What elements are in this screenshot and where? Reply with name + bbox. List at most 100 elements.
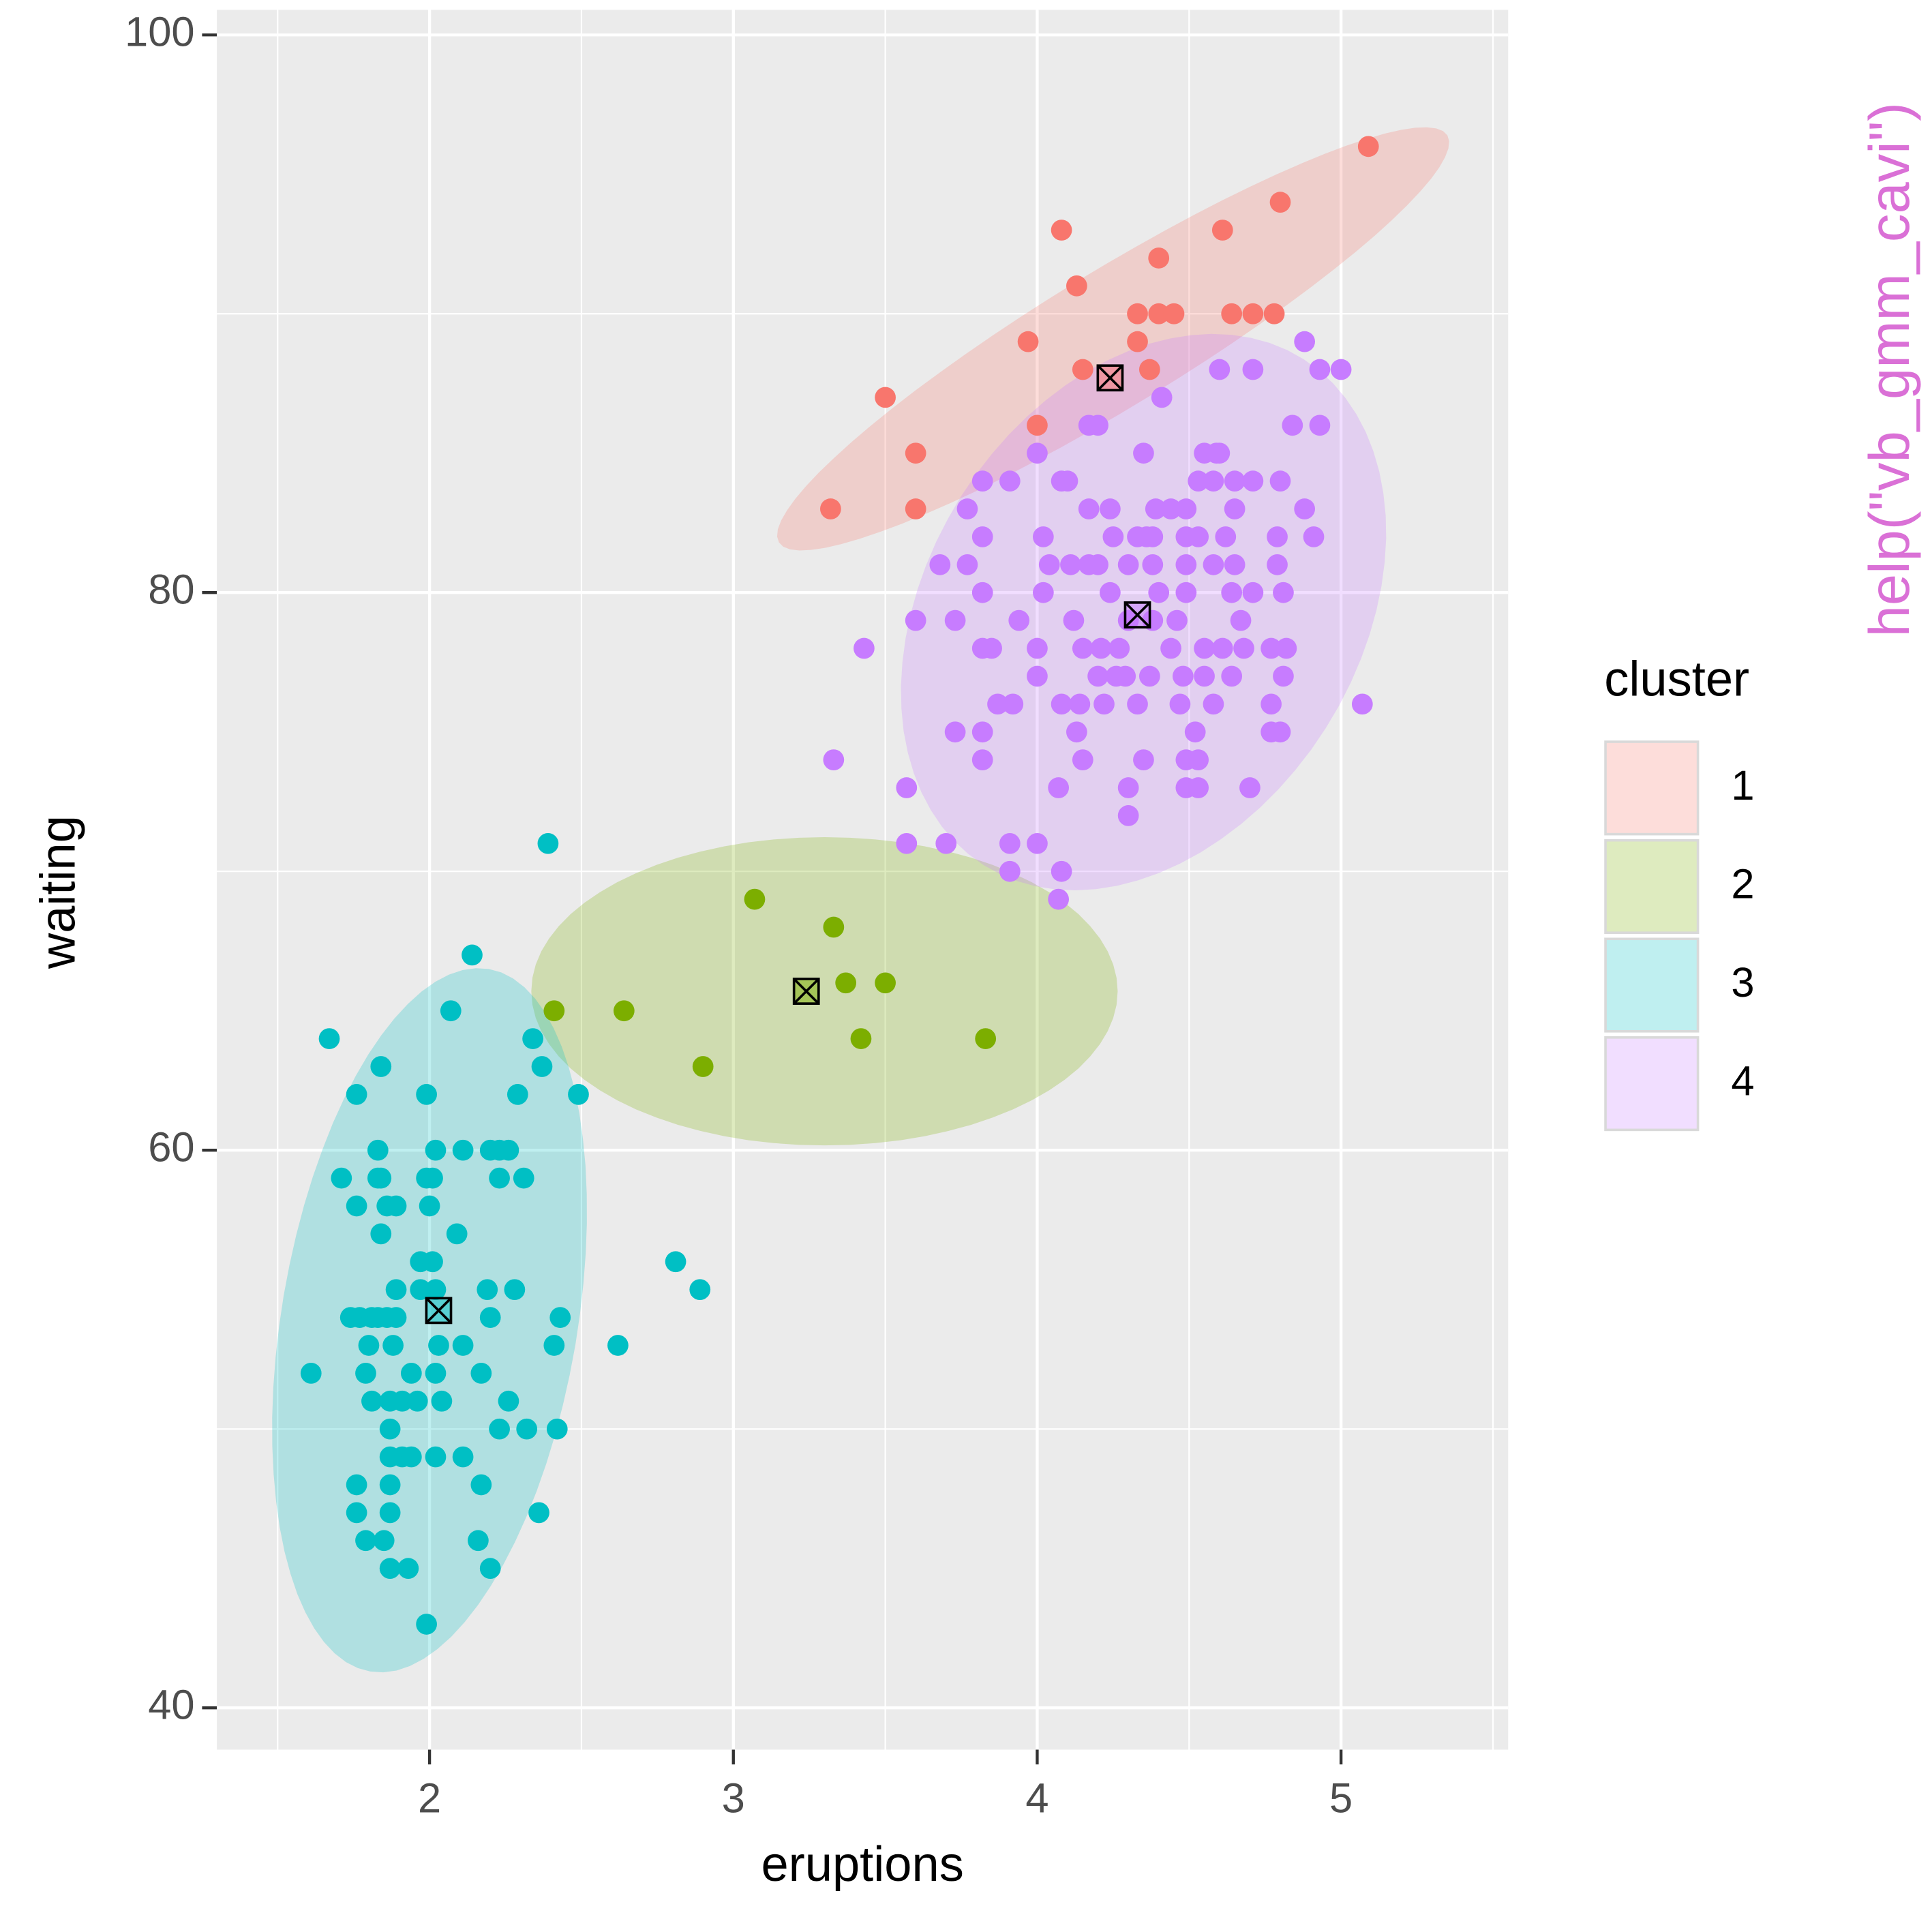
point bbox=[1060, 554, 1081, 575]
point bbox=[1148, 303, 1170, 324]
point bbox=[428, 1335, 449, 1356]
point bbox=[1230, 609, 1252, 631]
point bbox=[331, 1167, 352, 1189]
point bbox=[944, 721, 966, 743]
point bbox=[355, 1363, 376, 1384]
point bbox=[1148, 247, 1170, 269]
legend-title: cluster bbox=[1604, 652, 1749, 706]
x-axis-title: eruptions bbox=[761, 1837, 963, 1892]
point bbox=[1151, 387, 1173, 408]
point bbox=[346, 1474, 367, 1496]
point bbox=[425, 1279, 447, 1301]
point bbox=[516, 1418, 538, 1440]
point bbox=[1148, 582, 1170, 603]
legend-key bbox=[1604, 937, 1700, 1033]
point bbox=[489, 1167, 510, 1189]
x-tick-label: 4 bbox=[1025, 1775, 1048, 1822]
point bbox=[1221, 303, 1243, 324]
point bbox=[1224, 554, 1246, 575]
point bbox=[971, 582, 993, 603]
point bbox=[744, 888, 766, 910]
point bbox=[1175, 498, 1197, 519]
point bbox=[470, 1363, 492, 1384]
point bbox=[1294, 498, 1316, 519]
point bbox=[1242, 470, 1264, 492]
point bbox=[1027, 665, 1048, 687]
point bbox=[479, 1558, 501, 1580]
point bbox=[1017, 331, 1039, 352]
point bbox=[537, 832, 559, 854]
point bbox=[1127, 693, 1148, 715]
point bbox=[1027, 414, 1048, 436]
point bbox=[468, 1530, 489, 1552]
y-tick-label: 100 bbox=[125, 9, 195, 56]
centroid-cross bbox=[1124, 601, 1151, 629]
point bbox=[1239, 777, 1261, 798]
point bbox=[1166, 609, 1188, 631]
point bbox=[1142, 526, 1164, 547]
point bbox=[507, 1084, 528, 1105]
point bbox=[1188, 749, 1209, 770]
point bbox=[1032, 582, 1054, 603]
point bbox=[875, 387, 896, 408]
point bbox=[452, 1446, 474, 1468]
point bbox=[470, 1474, 492, 1496]
point bbox=[1194, 665, 1215, 687]
point bbox=[981, 637, 1002, 659]
point bbox=[1100, 582, 1121, 603]
point bbox=[1066, 275, 1087, 297]
point bbox=[1242, 303, 1264, 324]
legend-key bbox=[1604, 740, 1700, 836]
point bbox=[1063, 609, 1085, 631]
point bbox=[370, 1056, 392, 1077]
point bbox=[1163, 303, 1185, 324]
point bbox=[1087, 414, 1108, 436]
point bbox=[1303, 526, 1325, 547]
point bbox=[1072, 637, 1093, 659]
point bbox=[355, 1530, 376, 1552]
point bbox=[1261, 637, 1282, 659]
point bbox=[385, 1307, 407, 1328]
point bbox=[1269, 721, 1291, 743]
point bbox=[549, 1307, 571, 1328]
point bbox=[1069, 693, 1091, 715]
point bbox=[1188, 470, 1209, 492]
point bbox=[543, 1335, 565, 1356]
point bbox=[1078, 498, 1100, 519]
point bbox=[1351, 693, 1373, 715]
legend-key bbox=[1604, 1036, 1700, 1132]
point bbox=[971, 721, 993, 743]
point bbox=[446, 1223, 468, 1245]
point bbox=[1027, 637, 1048, 659]
grid bbox=[217, 10, 1509, 1750]
point bbox=[999, 832, 1021, 854]
legend: 1 2 3 4 bbox=[1604, 740, 1755, 1132]
point bbox=[999, 860, 1021, 882]
point bbox=[1188, 526, 1209, 547]
point bbox=[543, 1000, 565, 1022]
point bbox=[1160, 498, 1181, 519]
point bbox=[425, 1363, 447, 1384]
point bbox=[546, 1418, 568, 1440]
point bbox=[905, 609, 926, 631]
legend-label: 4 bbox=[1731, 1058, 1754, 1105]
point bbox=[440, 1000, 462, 1022]
point bbox=[1276, 637, 1297, 659]
point bbox=[1211, 220, 1233, 241]
point bbox=[568, 1084, 589, 1105]
point bbox=[1087, 554, 1108, 575]
y-tick-label: 60 bbox=[148, 1123, 194, 1171]
point bbox=[1051, 220, 1072, 241]
point bbox=[1117, 805, 1139, 826]
point bbox=[300, 1363, 322, 1384]
x-tick-label: 3 bbox=[722, 1775, 745, 1822]
point bbox=[1269, 470, 1291, 492]
point bbox=[956, 498, 978, 519]
point bbox=[1108, 637, 1130, 659]
legend-label: 3 bbox=[1731, 959, 1754, 1006]
point bbox=[346, 1502, 367, 1524]
point bbox=[489, 1418, 510, 1440]
point bbox=[1038, 554, 1060, 575]
point bbox=[1117, 554, 1139, 575]
